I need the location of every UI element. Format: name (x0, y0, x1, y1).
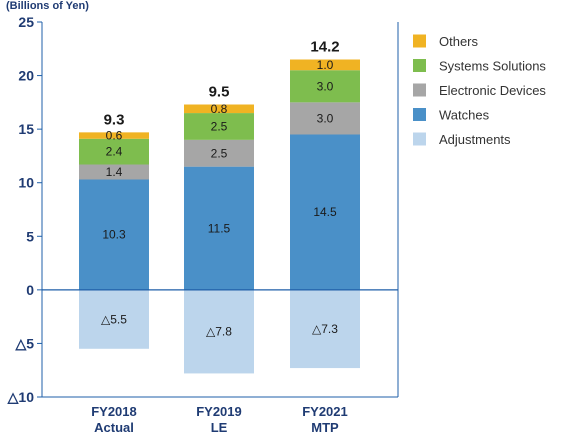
y-axis-ticks: 25 20 15 10 5 0 △5 △10 (7, 14, 42, 405)
y-tick-label: △10 (7, 389, 35, 405)
bar-segment-electronic-devices (79, 164, 149, 180)
y-tick-label: 20 (18, 68, 34, 84)
data-label: 14.5 (313, 205, 337, 219)
data-label: 1.4 (106, 165, 123, 179)
data-label: 11.5 (208, 221, 231, 235)
bar-segment-systems-solutions (290, 70, 360, 103)
y-tick-label: 5 (26, 228, 34, 244)
legend-label: Adjustments (439, 132, 511, 147)
bar-segment-watches (79, 179, 149, 290)
legend-swatch (413, 132, 426, 146)
total-label: 14.2 (310, 39, 339, 56)
data-label: 2.4 (106, 145, 123, 159)
x-category-label: FY2021 (302, 404, 348, 419)
bar-segment-watches (184, 166, 254, 290)
x-category-label: FY2019 (196, 404, 242, 419)
data-label: 2.5 (211, 119, 228, 133)
bar-segment-electronic-devices (184, 139, 254, 167)
data-label: 0.8 (211, 102, 228, 116)
bar-segment-others (290, 59, 360, 71)
data-label: 3.0 (317, 79, 334, 93)
legend-label: Systems Solutions (439, 59, 546, 74)
x-category-label: FY2018 (91, 404, 137, 419)
data-label: 1.0 (317, 58, 334, 72)
total-label: 9.5 (209, 84, 230, 101)
data-label: 10.3 (102, 228, 126, 242)
total-label: 9.3 (104, 111, 125, 128)
legend-swatch (413, 108, 426, 121)
legend-swatch (413, 59, 426, 72)
data-label: △5.5 (101, 312, 127, 326)
data-label: 2.5 (211, 146, 228, 160)
bar-segment-adjustments (184, 289, 254, 374)
legend-swatch (413, 34, 426, 48)
x-category-label: LE (211, 420, 228, 435)
bar-segment-adjustments (290, 289, 360, 369)
y-tick-label: 25 (18, 14, 34, 30)
bar-segment-electronic-devices (290, 102, 360, 135)
legend: Others Systems Solutions Electronic Device… (413, 34, 546, 147)
y-tick-label: △5 (14, 335, 34, 351)
data-label: 3.0 (317, 111, 334, 125)
y-tick-label: 0 (26, 282, 34, 298)
bar-segment-others (79, 132, 149, 139)
y-tick-label: 10 (18, 175, 34, 191)
bar-segment-systems-solutions (79, 138, 149, 165)
data-label: △7.3 (312, 322, 338, 336)
bar-segment-watches (290, 134, 360, 290)
x-category-label: MTP (311, 420, 339, 435)
bar-segment-others (184, 104, 254, 114)
x-category-label: Actual (94, 420, 134, 435)
bar-segment-systems-solutions (184, 113, 254, 140)
legend-label: Electronic Devices (439, 83, 546, 98)
data-label: 0.6 (106, 129, 123, 143)
y-tick-label: 15 (18, 121, 34, 137)
legend-swatch (413, 83, 426, 97)
data-label: △7.8 (206, 325, 232, 339)
y-axis-unit-label: (Billions of Yen) (6, 0, 89, 12)
bar-segment-adjustments (79, 289, 149, 349)
legend-label: Watches (439, 108, 490, 123)
bars: △5.5 10.3 1.4 2.4 0.69.3 △7.8 11.5 2.5 2.5 0.89.5… (42, 39, 398, 374)
chart-frame (41, 22, 399, 398)
legend-label: Others (439, 34, 479, 49)
